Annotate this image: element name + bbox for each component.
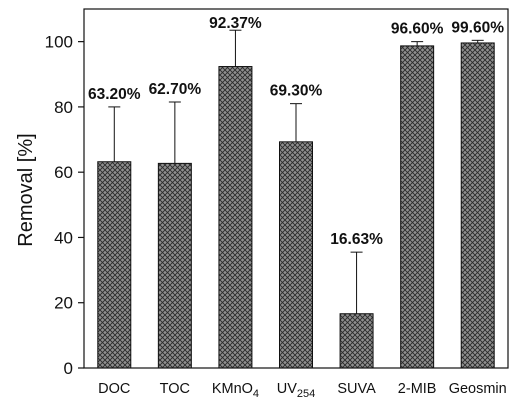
y-tick-label: 100 [45, 33, 73, 52]
bar [400, 45, 435, 369]
category-label: KMnO4 [212, 381, 259, 400]
bar [157, 162, 192, 369]
plot-area: 63.20% DOC 62.70% TOC 92.37% KMnO4 69.30% UV254… [45, 8, 509, 400]
value-label: 69.30% [270, 83, 323, 100]
bar [97, 161, 132, 369]
plot-frame [83, 8, 509, 369]
y-tick-label: 0 [64, 359, 73, 378]
bar [279, 141, 313, 369]
y-tick-label: 40 [54, 228, 73, 247]
value-label: 16.63% [330, 231, 383, 248]
value-label: 92.37% [209, 15, 262, 32]
value-label: 63.20% [88, 86, 141, 103]
value-label: 99.60% [451, 19, 504, 36]
value-label: 96.60% [391, 21, 444, 38]
category-label: DOC [98, 381, 130, 397]
y-tick-label: 20 [54, 294, 73, 313]
bar [460, 42, 495, 369]
value-label: 62.70% [149, 81, 202, 98]
y-tick-label: 80 [54, 98, 73, 117]
y-tick-label: 60 [54, 163, 73, 182]
category-label: Geosmin [449, 381, 507, 397]
bar [218, 66, 253, 369]
y-axis-title: Removal [%] [15, 133, 37, 246]
category-label: TOC [160, 381, 190, 397]
category-label: 2-MIB [398, 381, 437, 397]
category-label: SUVA [337, 381, 376, 397]
category-label: UV254 [277, 381, 316, 400]
bar [339, 313, 374, 369]
